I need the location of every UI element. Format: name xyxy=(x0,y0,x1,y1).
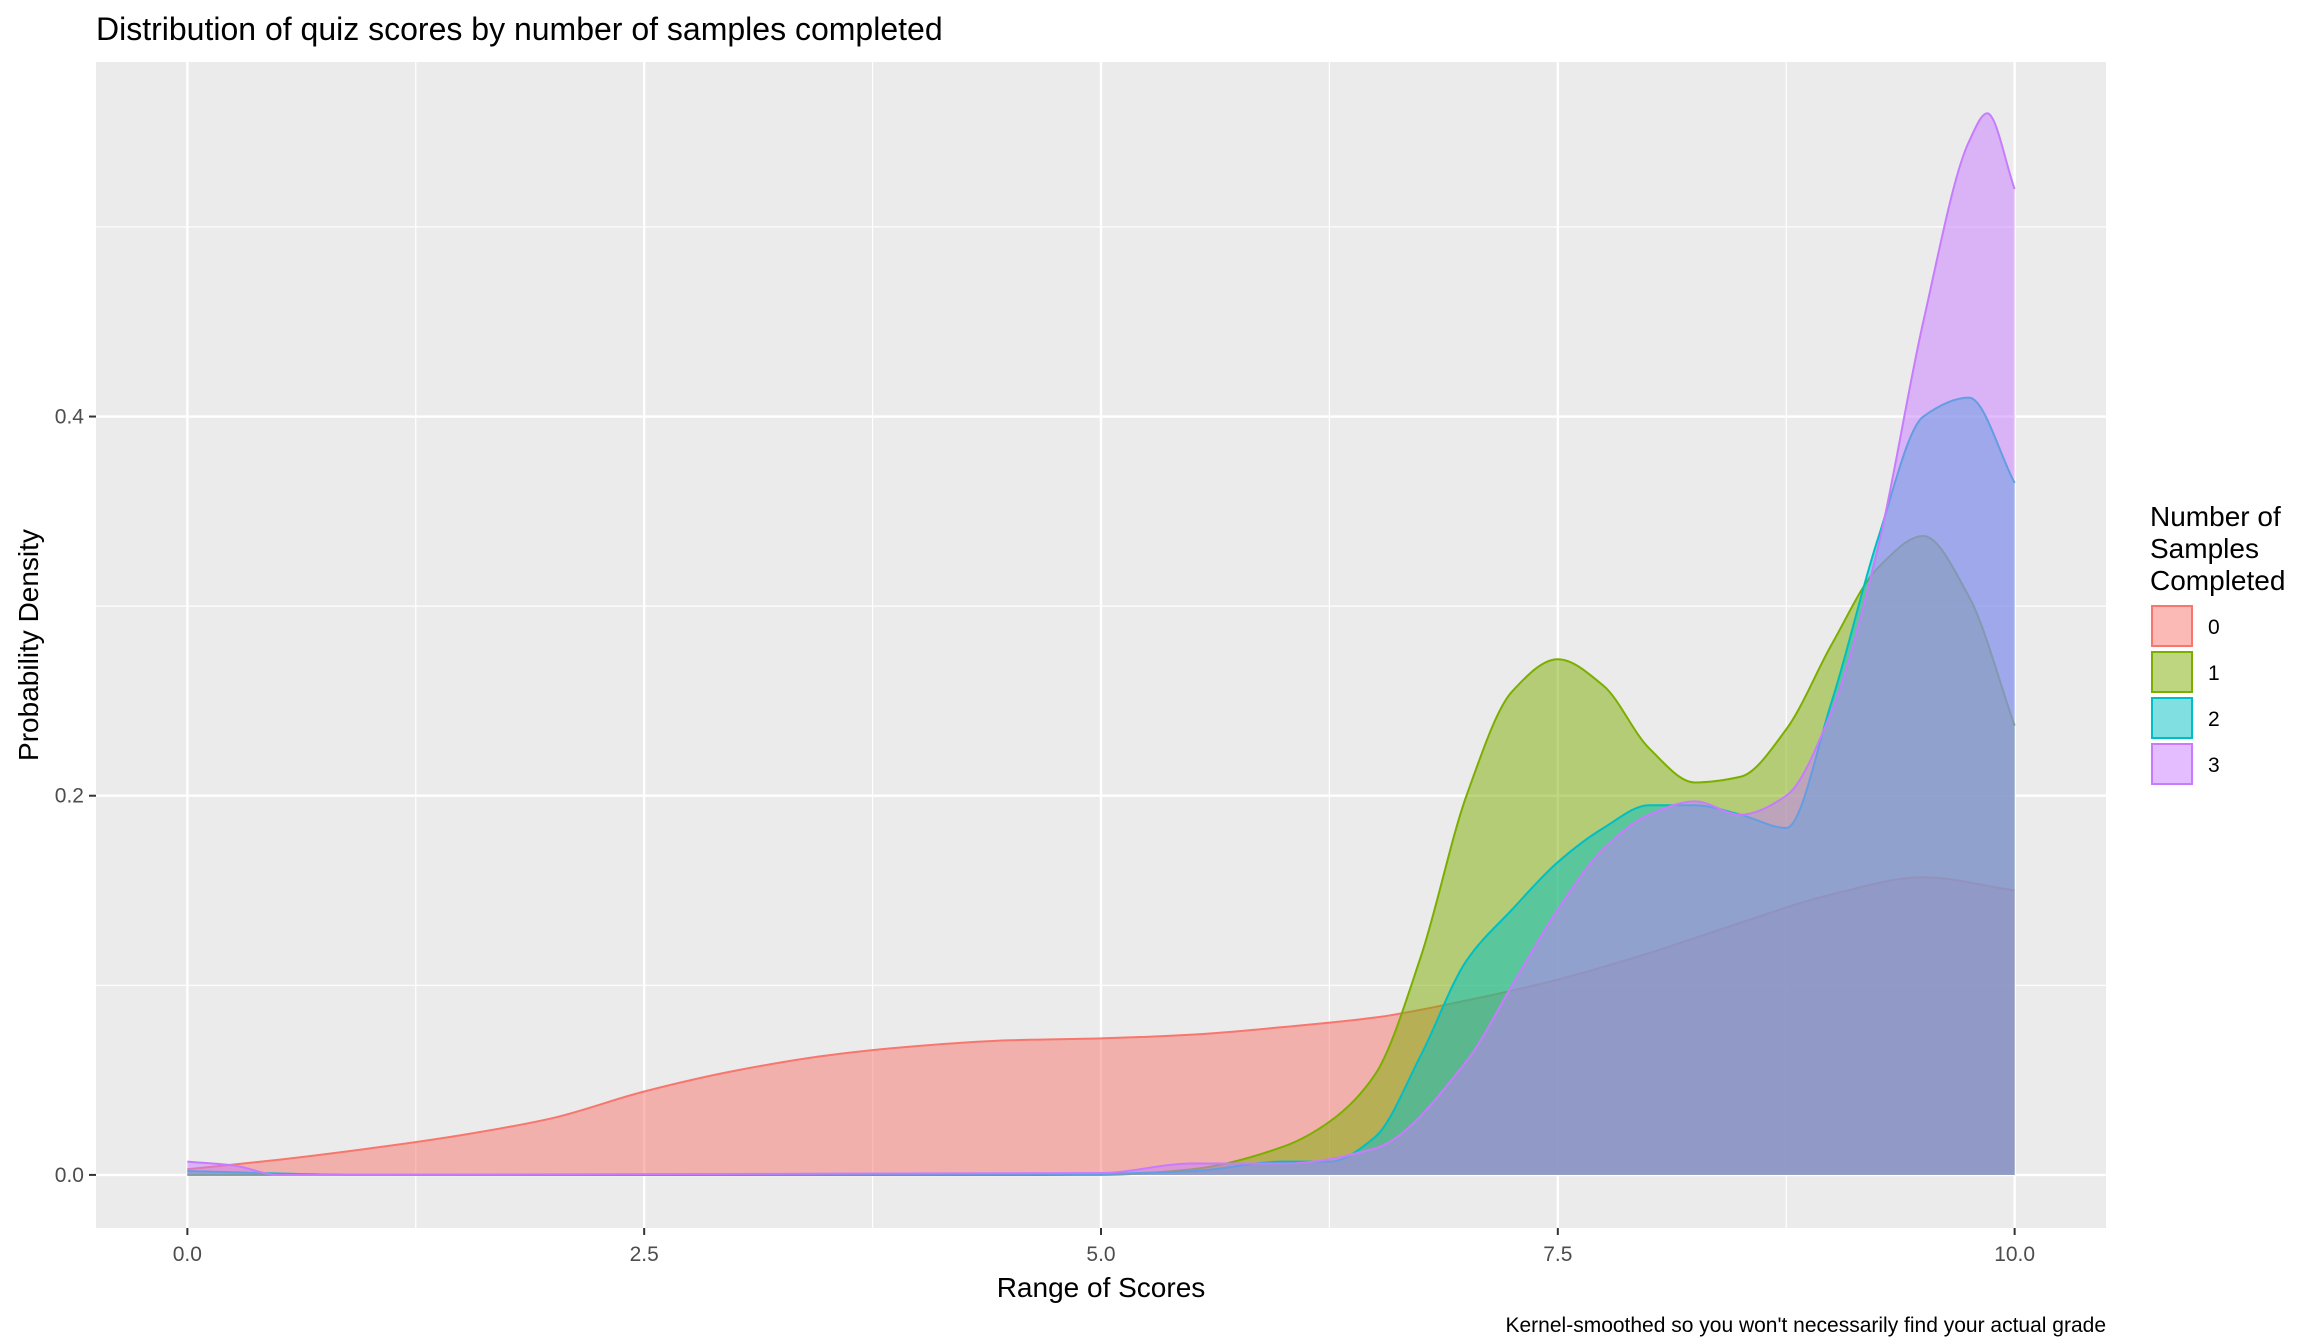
legend-label: 3 xyxy=(2208,754,2220,777)
series-3 xyxy=(187,112,2016,1176)
x-tick-label: 7.5 xyxy=(1543,1243,1572,1266)
legend-item-3: 3 xyxy=(2151,743,2220,785)
legend-item-2: 2 xyxy=(2151,697,2220,739)
legend-title-line: Completed xyxy=(2150,565,2285,596)
legend-key xyxy=(2151,697,2193,739)
density-areas xyxy=(187,112,2016,1176)
legend-title: Number of Samples Completed xyxy=(2150,501,2285,596)
y-tick-label: 0.0 xyxy=(55,1164,84,1187)
legend-title-line: Number of xyxy=(2150,501,2281,532)
y-axis-ticks: 0.0 0.2 0.4 xyxy=(55,406,96,1187)
legend-key xyxy=(2151,651,2193,693)
legend-item-1: 1 xyxy=(2151,651,2220,693)
legend-title-line: Samples xyxy=(2150,533,2259,564)
x-axis-ticks: 0.0 2.5 5.0 7.5 10.0 xyxy=(173,1228,2035,1266)
legend-key xyxy=(2151,743,2193,785)
density-line-3 xyxy=(187,112,2016,1176)
legend-key xyxy=(2151,605,2193,647)
legend-label: 1 xyxy=(2208,662,2220,685)
x-axis-title: Range of Scores xyxy=(997,1272,1206,1303)
y-axis-title: Probability Density xyxy=(13,529,44,761)
legend-items: 0 1 2 3 xyxy=(2151,605,2220,785)
legend: Number of Samples Completed 0 1 2 3 xyxy=(2150,501,2285,785)
legend-item-0: 0 xyxy=(2151,605,2220,647)
x-tick-label: 10.0 xyxy=(1994,1243,2035,1266)
y-tick-label: 0.4 xyxy=(55,406,85,429)
legend-label: 2 xyxy=(2208,708,2220,731)
chart-caption: Kernel-smoothed so you won't necessarily… xyxy=(1506,1314,2107,1337)
x-tick-label: 2.5 xyxy=(630,1243,659,1266)
x-tick-label: 5.0 xyxy=(1086,1243,1115,1266)
y-tick-label: 0.2 xyxy=(55,785,84,808)
chart-title: Distribution of quiz scores by number of… xyxy=(96,11,943,47)
x-tick-label: 0.0 xyxy=(173,1243,202,1266)
legend-label: 0 xyxy=(2208,616,2220,639)
